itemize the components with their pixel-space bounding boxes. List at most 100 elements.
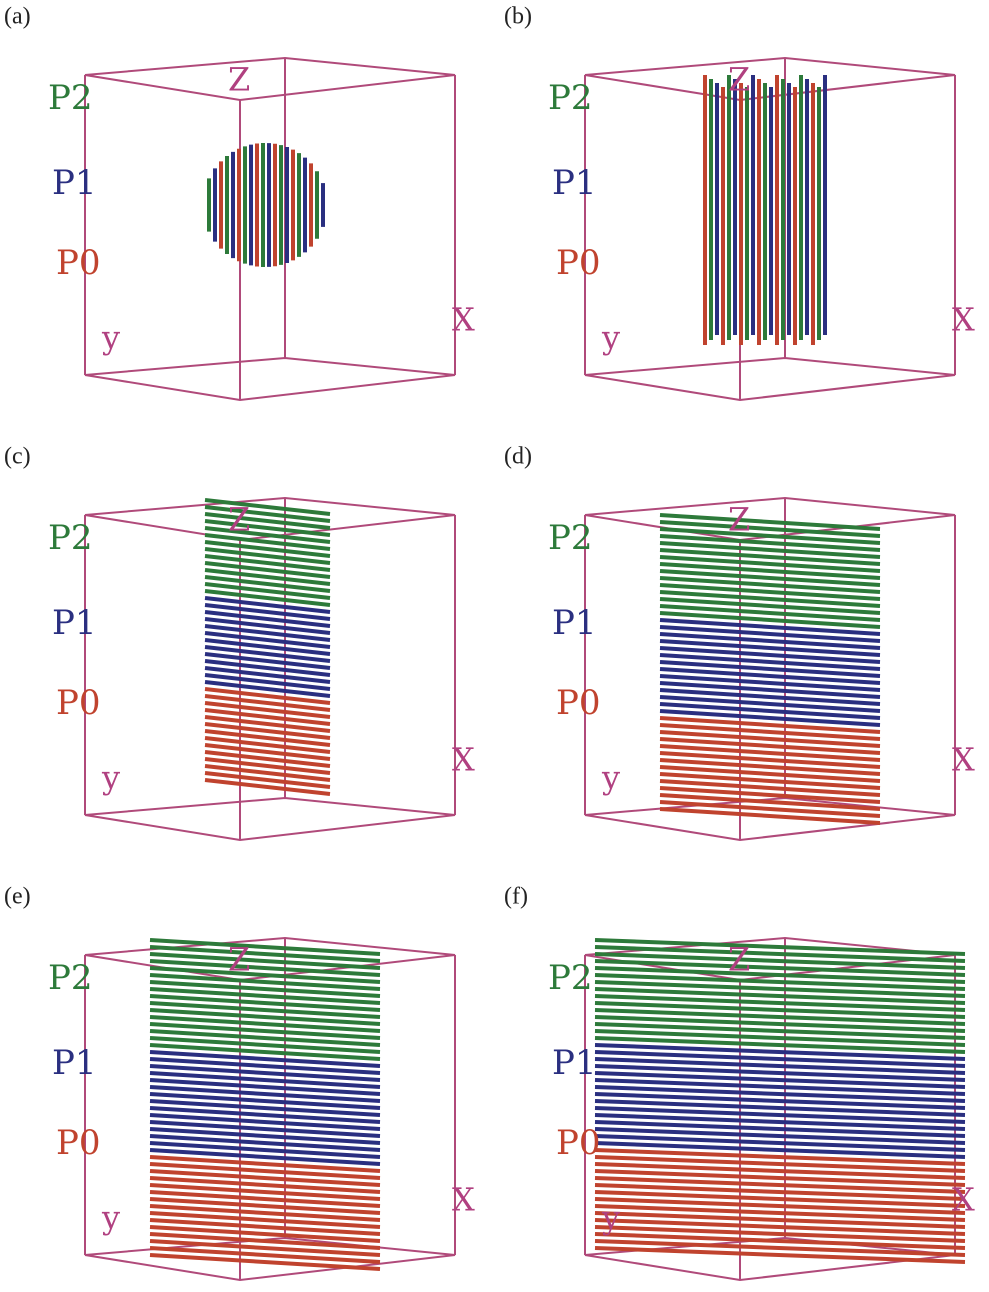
rod [660,543,880,557]
layer-label: P2 [48,958,93,998]
rod [150,1150,380,1164]
rod [660,557,880,571]
rod [150,982,380,996]
rod [595,1136,965,1150]
rod [205,752,330,766]
rod [660,683,880,697]
rod [205,731,330,745]
rod [595,947,965,961]
rod [660,606,880,620]
layer-label: P1 [552,1043,597,1083]
rod [660,753,880,767]
rod [595,1108,965,1122]
axis-label: y [601,1199,620,1237]
rod [150,1171,380,1185]
box-edge [85,358,455,400]
layer-label: P0 [556,1123,601,1163]
rod [660,515,880,529]
axis-label: Z [228,941,250,979]
rod [205,549,330,563]
rod [660,697,880,711]
rod [150,1248,380,1262]
layer-label: P2 [548,78,593,118]
axis-label: y [101,319,120,357]
layer-label: P0 [56,243,101,283]
rod [150,1066,380,1080]
rod [595,1143,965,1157]
rod [595,1129,965,1143]
rod [595,1150,965,1164]
rod [150,1038,380,1052]
rod [660,739,880,753]
rod [660,774,880,788]
rod [660,746,880,760]
rod [595,1045,965,1059]
rod [150,1094,380,1108]
rod [595,982,965,996]
rod [660,767,880,781]
rod [595,1080,965,1094]
rod [150,1213,380,1227]
rod [660,676,880,690]
layer-label: P0 [556,683,601,723]
rod [150,1059,380,1073]
rod [595,1038,965,1052]
rod [660,613,880,627]
rod [150,968,380,982]
rod [150,1178,380,1192]
axis-label: Z [728,61,750,99]
rod [150,1143,380,1157]
rod [595,1220,965,1234]
rod [660,592,880,606]
rod [205,521,330,535]
layer-label: P1 [552,603,597,643]
layer-label: P1 [52,1043,97,1083]
rod [150,1206,380,1220]
rod [595,1206,965,1220]
rod [595,1157,965,1171]
rod [660,564,880,578]
rod [205,542,330,556]
layer-label: P1 [52,163,97,203]
rod [660,634,880,648]
rod [150,1157,380,1171]
rod [595,1241,965,1255]
panel-label: (b) [504,4,532,30]
rod [150,1255,380,1269]
rod [205,745,330,759]
rod [205,507,330,521]
axis-label: X [452,301,475,339]
rod [660,550,880,564]
axis-label: X [452,1181,475,1219]
rod [595,1101,965,1115]
axis-label: y [101,759,120,797]
rod [205,605,330,619]
rod [205,710,330,724]
layer-label: P1 [552,163,597,203]
rod [660,529,880,543]
rod [150,947,380,961]
figure: (a)P2P1P0ZXy(b)P2P1P0ZXy(c)P2P1P0ZXy(d)P… [0,0,989,1292]
panel-label: (e) [4,884,31,910]
rod [205,570,330,584]
rod [150,1192,380,1206]
rod [660,781,880,795]
rod [660,732,880,746]
panel: (d)P2P1P0ZXy [504,444,975,841]
rod [660,655,880,669]
rod [205,647,330,661]
box-edge [585,798,955,840]
panel: (f)P2P1P0ZXy [504,884,975,1281]
rod [660,648,880,662]
layer-label: P2 [48,518,93,558]
rod [150,1101,380,1115]
rod [205,500,330,514]
axis-label: y [101,1199,120,1237]
rod [660,711,880,725]
panel-label: (a) [4,4,31,30]
rod [660,704,880,718]
rod [660,627,880,641]
axis-label: X [952,1181,975,1219]
layer-label: P0 [56,683,101,723]
